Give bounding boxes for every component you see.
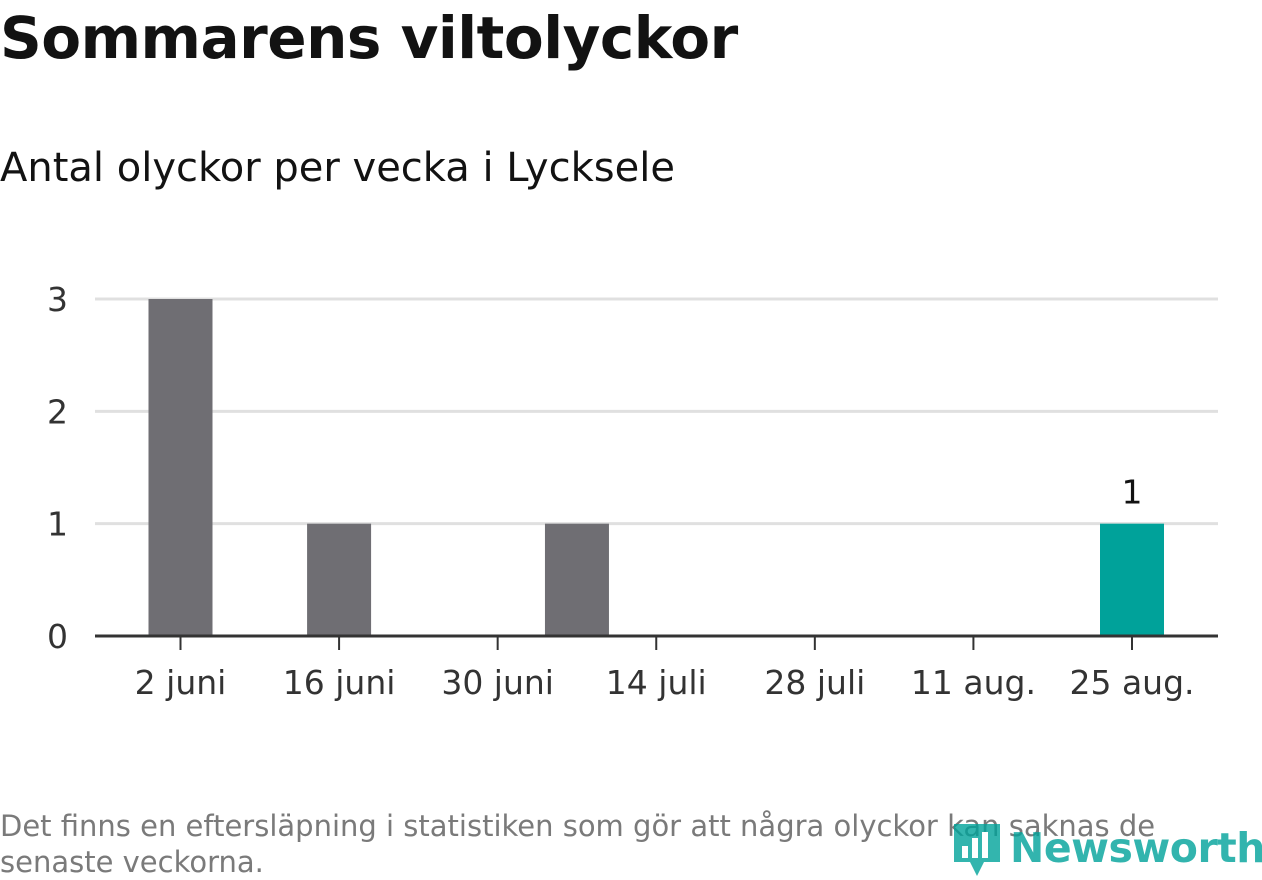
x-tick-label: 14 juli: [606, 663, 707, 702]
x-tick-label: 2 juni: [135, 663, 227, 702]
logo-text: Newsworthy: [1010, 824, 1262, 872]
bar: [148, 299, 213, 636]
chart-subtitle: Antal olyckor per vecka i Lycksele: [0, 145, 675, 191]
bars: [148, 299, 1164, 636]
y-tick-label: 2: [47, 392, 68, 431]
bar: [544, 523, 609, 636]
bar: [307, 523, 372, 636]
chart-title: Sommarens viltolyckor: [0, 4, 738, 72]
y-axis-ticks: 0 1 2 3: [47, 280, 68, 656]
gridlines: [95, 297, 1218, 526]
x-axis-ticks: 2 juni 16 juni 30 juni 14 juli 28 juli 11 aug…: [135, 636, 1195, 702]
bar-chart-pin-icon: [954, 824, 1000, 876]
x-tick-label: 25 aug.: [1069, 663, 1194, 702]
data-labels: 1: [1122, 473, 1143, 512]
y-tick-label: 0: [47, 617, 68, 656]
newsworthy-logo: Newsworthy: [950, 816, 1262, 880]
x-tick-label: 28 juli: [764, 663, 865, 702]
x-tick-label: 16 juni: [283, 663, 396, 702]
x-tick-label: 30 juni: [441, 663, 554, 702]
bar-chart: 0 1 2 3 2 juni 16 juni 30 juni 14 juli 28 juli 1…: [47, 280, 1218, 702]
x-tick-label: 11 aug.: [911, 663, 1036, 702]
y-tick-label: 3: [47, 280, 68, 319]
y-tick-label: 1: [47, 505, 68, 544]
data-label: 1: [1122, 473, 1143, 512]
bar: [1100, 523, 1164, 636]
